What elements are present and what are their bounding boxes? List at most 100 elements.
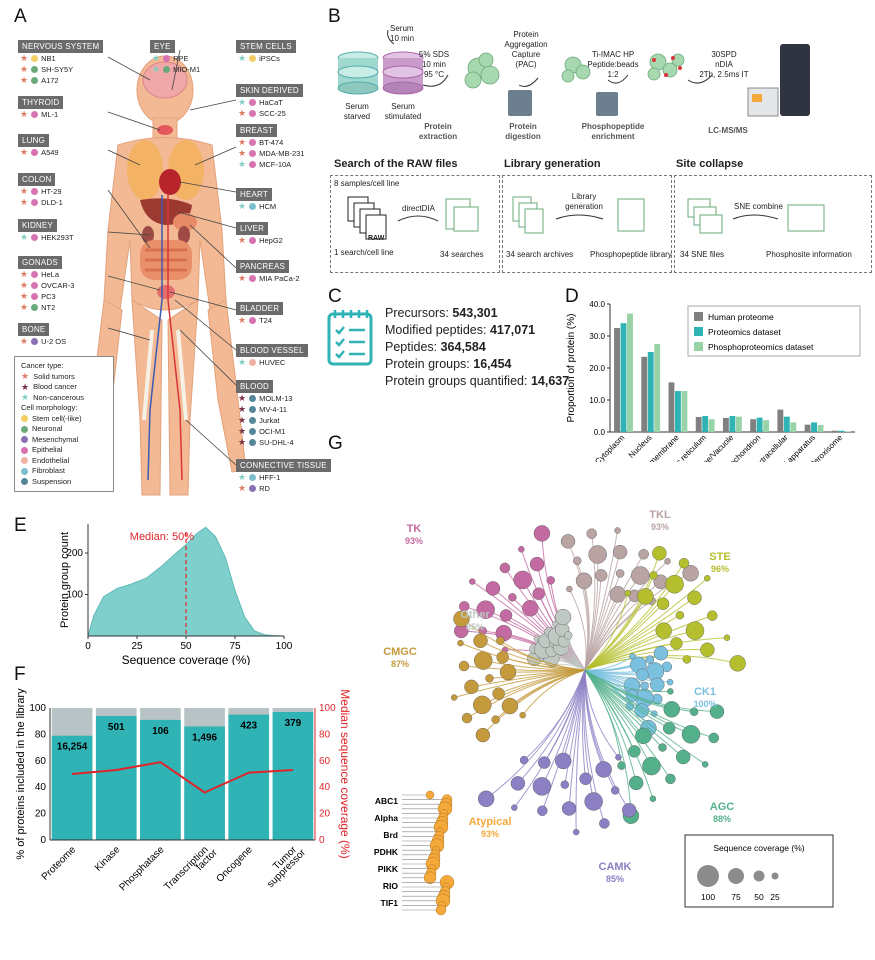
kinase-node — [499, 663, 517, 681]
legend-cancer-title: Cancer type: — [21, 361, 64, 370]
cell-line-name: U-2 OS — [41, 337, 67, 346]
kinase-group-label: CMGC — [383, 646, 417, 658]
category-label: Oncogene — [214, 844, 255, 885]
kinase-node — [457, 639, 464, 647]
kinase-group-coverage: 85% — [606, 874, 624, 884]
search-raw-box — [330, 175, 500, 273]
cancer-type-star-icon: ★ — [20, 147, 29, 157]
legend-morph-list: Stem cell(-like) Neuronal Mesenchymal Epith… — [21, 414, 107, 488]
mass-spectrometer-icon — [780, 44, 810, 116]
cell-line-name: MDA-MB-231 — [259, 149, 305, 158]
cancer-type-star-icon: ★ — [238, 357, 247, 367]
kinase-family-branch — [584, 546, 746, 672]
bar — [722, 417, 729, 432]
serum-10min-label: Serum 10 min — [390, 24, 415, 43]
sds-conditions-label: 5% SDS 10 min 95 °C — [418, 50, 450, 79]
stat-label: Peptides: — [385, 340, 441, 354]
cell-line-legend: Cancer type: ★ Solid tumors ★ Blood cancer ★… — [14, 356, 114, 492]
y-tick-label: 20 — [35, 809, 47, 820]
organ-title-liver: LIVER — [236, 222, 269, 235]
cancer-type-star-icon: ★ — [238, 201, 247, 211]
panel-c: Precursors: 543,301 Modified peptides: 41… — [325, 300, 569, 388]
section-search-raw: Search of the RAW files — [334, 158, 458, 170]
cancer-type-star-icon: ★ — [20, 64, 29, 74]
kinase-node — [708, 732, 719, 744]
legend-label: Epithelial — [32, 445, 63, 454]
directdia-label: directDIA — [402, 204, 435, 213]
atypical-family-label: Brd — [383, 830, 398, 840]
kinase-node — [492, 687, 505, 700]
y2-tick-label: 80 — [319, 729, 331, 740]
pac-label: Protein Aggregation Capture (PAC) — [504, 30, 548, 69]
morphology-dot-icon — [31, 55, 39, 62]
kinase-node — [631, 566, 650, 585]
cancer-type-star-icon: ★ — [20, 53, 29, 63]
kinase-node — [464, 679, 479, 695]
bar-count-label: 16,254 — [57, 742, 88, 753]
y-tick-label: 0.0 — [594, 428, 606, 437]
kinase-node — [511, 804, 518, 811]
legend-label: Mesenchymal — [32, 434, 79, 444]
morphology-dot-icon — [249, 428, 257, 435]
organ-title-thyroid: THYROID — [18, 96, 64, 109]
kinase-node — [519, 711, 526, 719]
y2-axis-title: Median sequence coverage (%) — [338, 689, 352, 858]
legend-size-label: 25 — [770, 892, 780, 902]
kinase-group-label: Atypical — [469, 816, 512, 828]
legend-item: Epithelial — [21, 445, 107, 456]
workflow-graphics — [337, 29, 810, 117]
cell-line-name: SH-SY5Y — [41, 65, 74, 74]
cell-line-name: A172 — [41, 76, 59, 85]
kinase-node — [501, 697, 519, 715]
morphology-dot-icon — [249, 417, 257, 424]
y2-tick-label: 60 — [319, 756, 331, 767]
kinase-node — [575, 572, 593, 589]
stat-row: Precursors: 543,301 — [385, 305, 569, 322]
kinase-node — [425, 790, 435, 800]
bar-included — [140, 719, 181, 840]
cell-line-name: HaCaT — [259, 98, 283, 107]
bar-count-label: 1,496 — [192, 732, 217, 743]
cancer-type-star-icon: ★ — [20, 75, 29, 85]
site-collapse-box — [674, 175, 872, 273]
x-tick-label: 0 — [85, 641, 91, 652]
cell-line-list: ★ HaCaT ★ SCC-25 — [238, 97, 286, 119]
morphology-dot-icon — [249, 474, 257, 481]
kinase-node — [687, 590, 702, 605]
legend-label: Human proteome — [708, 312, 774, 322]
cell-line: ★ A549 — [20, 147, 59, 158]
morphology-dot-icon — [249, 161, 257, 168]
legend-label: Solid tumors — [33, 371, 75, 381]
morphology-dot-icon — [31, 304, 39, 311]
cell-line-list: ★ NB1 ★ SH-SY5Y ★ A172 — [20, 53, 73, 86]
legend-swatch — [694, 327, 703, 336]
stat-value: 14,637 — [530, 374, 570, 388]
clipboard-checklist-icon — [327, 310, 373, 366]
cell-line: ★ MCF-10A — [238, 159, 305, 170]
kinase-node — [560, 780, 569, 789]
panel-b: Serum 10 min Serum starved Serum stimula… — [328, 0, 875, 285]
serum-stimulated-label: Serum stimulated — [384, 102, 422, 121]
cell-line: ★ NB1 — [20, 53, 73, 64]
bar — [702, 416, 709, 432]
organ-title-pancreas: PANCREAS — [236, 260, 290, 273]
morphology-dot-icon — [249, 439, 257, 446]
kinase-node — [555, 752, 572, 770]
kinase-node — [656, 597, 670, 610]
cell-line-name: HepG2 — [259, 236, 283, 245]
kinase-node — [702, 761, 709, 768]
atypical-dendrogram — [402, 790, 455, 916]
kinase-node — [566, 585, 573, 593]
bar-count-label: 423 — [240, 721, 257, 732]
y-axis-title: Proportion of protein (%) — [566, 314, 577, 423]
kinase-node — [458, 660, 470, 672]
cancer-type-star-icon: ★ — [238, 97, 247, 107]
petri-dish-starved-icon — [337, 51, 379, 95]
stat-row: Protein groups quantified: 14,637 — [385, 373, 569, 390]
cell-line: ★ PC3 — [20, 291, 74, 302]
legend-size-circle — [753, 870, 765, 882]
x-axis-title: Sequence coverage (%) — [122, 653, 251, 665]
cancer-type-star-icon: ★ — [238, 273, 247, 283]
kinase-node — [519, 755, 529, 765]
cell-line-name: NB1 — [41, 54, 56, 63]
